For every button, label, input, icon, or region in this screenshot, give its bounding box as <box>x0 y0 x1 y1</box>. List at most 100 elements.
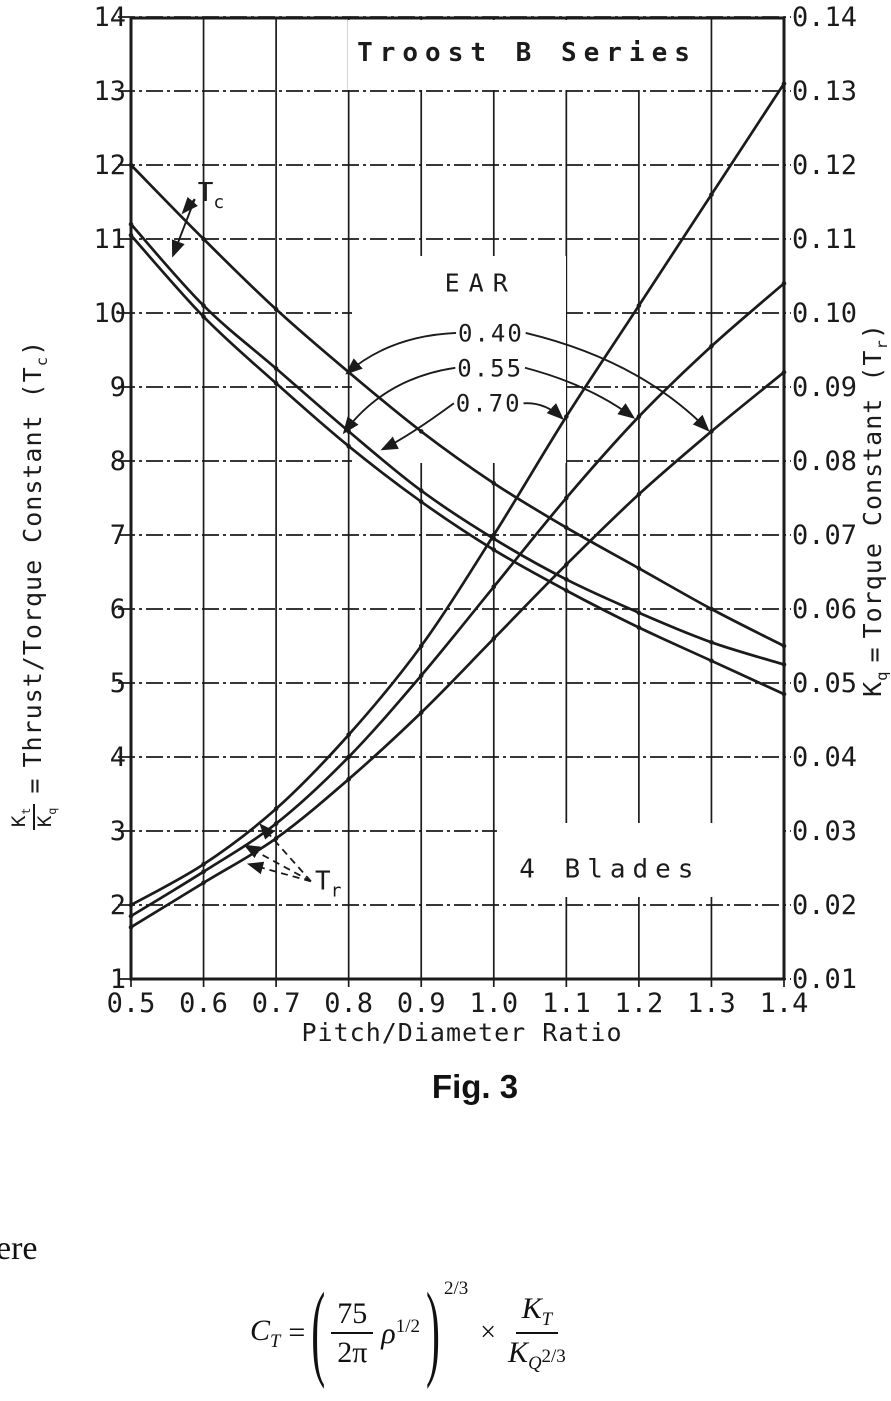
where-text-clipped: ere <box>0 1230 38 1267</box>
data-point <box>273 381 279 386</box>
tc-label-arrow <box>171 198 196 258</box>
data-point <box>564 525 569 530</box>
y-right-title-text: Torque Constant (Tr) <box>857 323 891 639</box>
eq-outer-exponent: 2/3 <box>443 1278 469 1299</box>
y-tick-right: 0.08 <box>792 446 857 477</box>
data-point <box>564 588 569 593</box>
ct-equation: CT = ( 75 2π ρ1/2 ) 2/3 × KT KQ2/3 <box>250 1275 566 1392</box>
data-point <box>564 577 569 582</box>
y-left-title-text: Thrust/Torque Constant (Tc) <box>17 339 51 768</box>
data-point <box>636 492 642 497</box>
tc-curves-label: Tc <box>198 178 225 213</box>
data-point <box>346 732 351 738</box>
x-tick: 1.0 <box>469 988 518 1019</box>
fraction-denominator: Kq <box>34 806 59 828</box>
x-tick: 0.8 <box>324 988 373 1019</box>
y-tick-right: 0.06 <box>792 594 857 625</box>
data-point <box>273 307 279 312</box>
eq-75-over-2pi: 75 2π <box>331 1297 374 1369</box>
equals-sign: = <box>859 646 889 663</box>
x-tick: 0.6 <box>179 988 228 1019</box>
x-tick: 0.9 <box>397 988 446 1019</box>
y-tick-left: 9 <box>110 372 126 403</box>
data-point <box>128 162 134 168</box>
data-point <box>128 924 134 930</box>
tc-label-arrow <box>181 196 198 215</box>
eq-kq: KQ2/3 <box>508 1336 566 1375</box>
tr-label-arrow <box>246 861 312 883</box>
y-tick-left: 5 <box>110 668 126 699</box>
ear-value-label: 0.40 <box>458 320 524 348</box>
data-point <box>201 303 206 308</box>
data-point <box>346 754 351 760</box>
x-tick: 1.4 <box>760 988 809 1019</box>
figure-caption: Fig. 3 <box>431 1068 519 1105</box>
x-tick: 1.3 <box>687 988 736 1019</box>
data-point <box>709 192 714 197</box>
x-tick: 1.2 <box>614 988 663 1019</box>
ear-heading: EAR <box>445 268 517 297</box>
data-point <box>491 636 497 641</box>
ear-leader-arrow <box>524 366 636 419</box>
data-point <box>781 369 787 375</box>
y-tick-left: 1 <box>110 964 126 995</box>
data-point <box>564 562 569 567</box>
tr-label-arrow <box>243 844 312 883</box>
y-tick-right: 0.14 <box>792 2 857 33</box>
data-point <box>491 480 497 486</box>
x-tick: 0.7 <box>252 988 301 1019</box>
data-point <box>418 710 424 715</box>
curve-tc-thrust-torque-constant-ear-0-70 <box>129 234 785 696</box>
y-tick-left: 11 <box>93 224 126 255</box>
y-tick-right: 0.07 <box>792 520 857 551</box>
ear-value-label: 0.55 <box>457 355 523 383</box>
y-tick-left: 4 <box>110 742 126 773</box>
data-point <box>709 640 714 645</box>
data-point <box>491 532 497 538</box>
data-point <box>273 806 279 812</box>
data-point <box>709 658 714 664</box>
curve-tc-thrust-torque-constant-ear-0-40 <box>130 164 785 648</box>
curve-tr-torque-constant-ear-0-40 <box>130 371 785 929</box>
kq-symbol: Kq <box>857 670 891 697</box>
y-tick-right: 0.02 <box>792 890 857 921</box>
x-axis-title: Pitch/Diameter Ratio <box>301 1018 623 1047</box>
y-tick-left: 14 <box>93 2 126 33</box>
data-point <box>636 610 642 615</box>
ear-value-label: 0.70 <box>456 389 522 417</box>
y-tick-right: 0.04 <box>792 742 857 773</box>
data-point <box>709 606 714 612</box>
plot-frame <box>129 16 786 981</box>
data-point <box>564 495 569 501</box>
data-point <box>201 314 206 320</box>
ear-leader-arrow <box>525 332 710 432</box>
label-backplate <box>352 256 566 463</box>
data-point <box>781 691 787 697</box>
y-tick-right: 0.01 <box>792 964 857 995</box>
data-point <box>346 443 351 449</box>
data-point <box>709 344 714 349</box>
close-paren: ) <box>425 1274 440 1393</box>
y-axis-left-title: Kt Kq = Thrust/Torque Constant (Tc) <box>8 265 60 905</box>
data-point <box>636 566 642 571</box>
data-point <box>346 776 351 782</box>
data-point <box>418 499 424 505</box>
ear-leader-arrow <box>523 402 564 420</box>
data-point <box>418 673 424 678</box>
data-point <box>781 662 787 667</box>
data-point <box>781 281 787 286</box>
y-axis-right-title: Kq = Torque Constant (Tr) <box>852 220 891 800</box>
eq-lhs: CT <box>250 1313 281 1352</box>
y-tick-right: 0.10 <box>792 298 857 329</box>
eq-kt-over-kq: KT KQ2/3 <box>508 1292 566 1375</box>
y-tick-right: 0.03 <box>792 816 857 847</box>
chart-title: Troost B Series <box>357 38 697 68</box>
y-tick-right: 0.05 <box>792 668 857 699</box>
ear-leader-arrow <box>380 402 455 451</box>
label-backplate <box>497 823 783 897</box>
data-point <box>128 913 134 919</box>
data-point <box>128 221 134 227</box>
curve-tc-thrust-torque-constant-ear-0-55 <box>129 223 785 666</box>
data-point <box>781 643 787 649</box>
